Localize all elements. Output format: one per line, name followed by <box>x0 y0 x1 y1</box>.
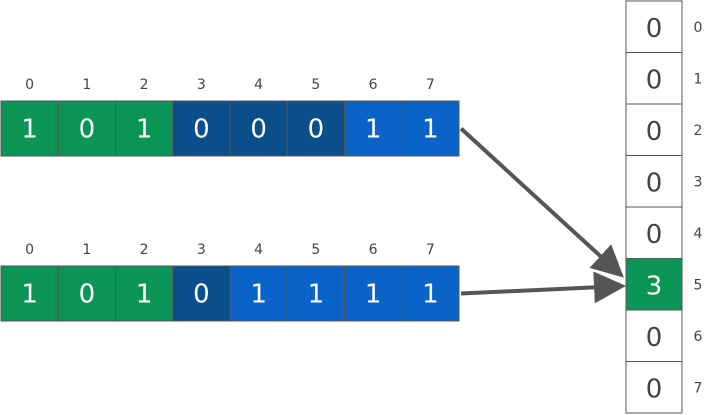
register-index-label: 6 <box>694 329 703 345</box>
arrow-row-0-to-register <box>459 127 624 278</box>
bit-index-label: 0 <box>25 77 34 93</box>
bit-value: 0 <box>193 115 210 145</box>
bit-cell <box>115 100 174 157</box>
bit-value: 1 <box>136 280 153 310</box>
register-cell <box>625 0 683 53</box>
bit-cell <box>0 265 59 322</box>
bit-index-label: 5 <box>311 77 320 93</box>
bit-index-label: 1 <box>82 242 91 258</box>
bit-index-label: 6 <box>369 77 378 93</box>
bit-index-label: 2 <box>140 77 149 93</box>
bit-cell <box>401 100 460 157</box>
bit-index-label: 2 <box>140 242 149 258</box>
register-cell <box>625 52 683 105</box>
bit-cell <box>229 265 288 322</box>
register-cell <box>625 155 683 208</box>
register-index-label: 3 <box>694 174 703 190</box>
bit-rows: 1 0 0 1 1 2 0 3 0 4 0 5 1 6 1 7 1 0 0 1 1 2 0 3 1 4 1 5 1 6 1 7 <box>0 77 460 322</box>
bit-cell <box>57 265 116 322</box>
register-index-label: 1 <box>694 71 703 87</box>
register-index-label: 7 <box>694 380 703 396</box>
bit-cell <box>57 100 116 157</box>
bit-cell <box>286 100 345 157</box>
register-index-label: 2 <box>694 123 703 139</box>
bit-value: 1 <box>422 115 439 145</box>
bit-cell <box>344 100 403 157</box>
register-column: 0 0 0 1 0 2 0 3 0 4 3 5 0 6 0 7 <box>625 0 703 414</box>
bit-cell <box>229 100 288 157</box>
bit-value: 0 <box>79 115 96 145</box>
register-value: 0 <box>646 14 663 44</box>
register-index-label: 4 <box>694 226 703 242</box>
register-value: 3 <box>646 271 663 301</box>
bit-row-1: 1 0 0 1 1 2 0 3 1 4 1 5 1 6 1 7 <box>0 242 460 322</box>
register-cell-highlighted <box>625 258 683 311</box>
register-index-label: 5 <box>694 277 703 293</box>
register-value: 0 <box>646 374 663 404</box>
bit-value: 0 <box>250 115 267 145</box>
bit-index-label: 5 <box>311 242 320 258</box>
bit-cell <box>286 265 345 322</box>
bit-value: 1 <box>21 280 38 310</box>
bit-value: 1 <box>250 280 267 310</box>
bit-index-label: 7 <box>426 242 435 258</box>
register-value: 0 <box>646 65 663 95</box>
bit-value: 1 <box>21 115 38 145</box>
register-value: 0 <box>646 168 663 198</box>
bit-index-label: 7 <box>426 77 435 93</box>
bit-value: 1 <box>365 280 382 310</box>
bit-cell <box>172 265 231 322</box>
bit-index-label: 6 <box>369 242 378 258</box>
register-value: 0 <box>646 117 663 147</box>
bit-value: 0 <box>79 280 96 310</box>
bit-index-label: 4 <box>254 242 263 258</box>
bit-value: 1 <box>308 280 325 310</box>
bit-cell <box>0 100 59 157</box>
bit-value: 1 <box>365 115 382 145</box>
register-cell <box>625 309 683 362</box>
bit-index-label: 1 <box>82 77 91 93</box>
arrows <box>459 127 626 304</box>
bit-value: 0 <box>193 280 210 310</box>
register-index-label: 0 <box>694 20 703 36</box>
bit-value: 0 <box>308 115 325 145</box>
bit-index-label: 3 <box>197 242 206 258</box>
bit-row-0: 1 0 0 1 1 2 0 3 0 4 0 5 1 6 1 7 <box>0 77 460 157</box>
register-value: 0 <box>646 220 663 250</box>
register-cell <box>625 103 683 156</box>
bit-index-label: 4 <box>254 77 263 93</box>
bit-index-label: 0 <box>25 242 34 258</box>
bit-value: 1 <box>136 115 153 145</box>
arrow-row-1-to-register <box>460 271 626 304</box>
register-cell <box>625 361 683 414</box>
bit-index-label: 3 <box>197 77 206 93</box>
register-value: 0 <box>646 323 663 353</box>
register-cell <box>625 206 683 259</box>
bit-value: 1 <box>422 280 439 310</box>
bit-cell <box>401 265 460 322</box>
